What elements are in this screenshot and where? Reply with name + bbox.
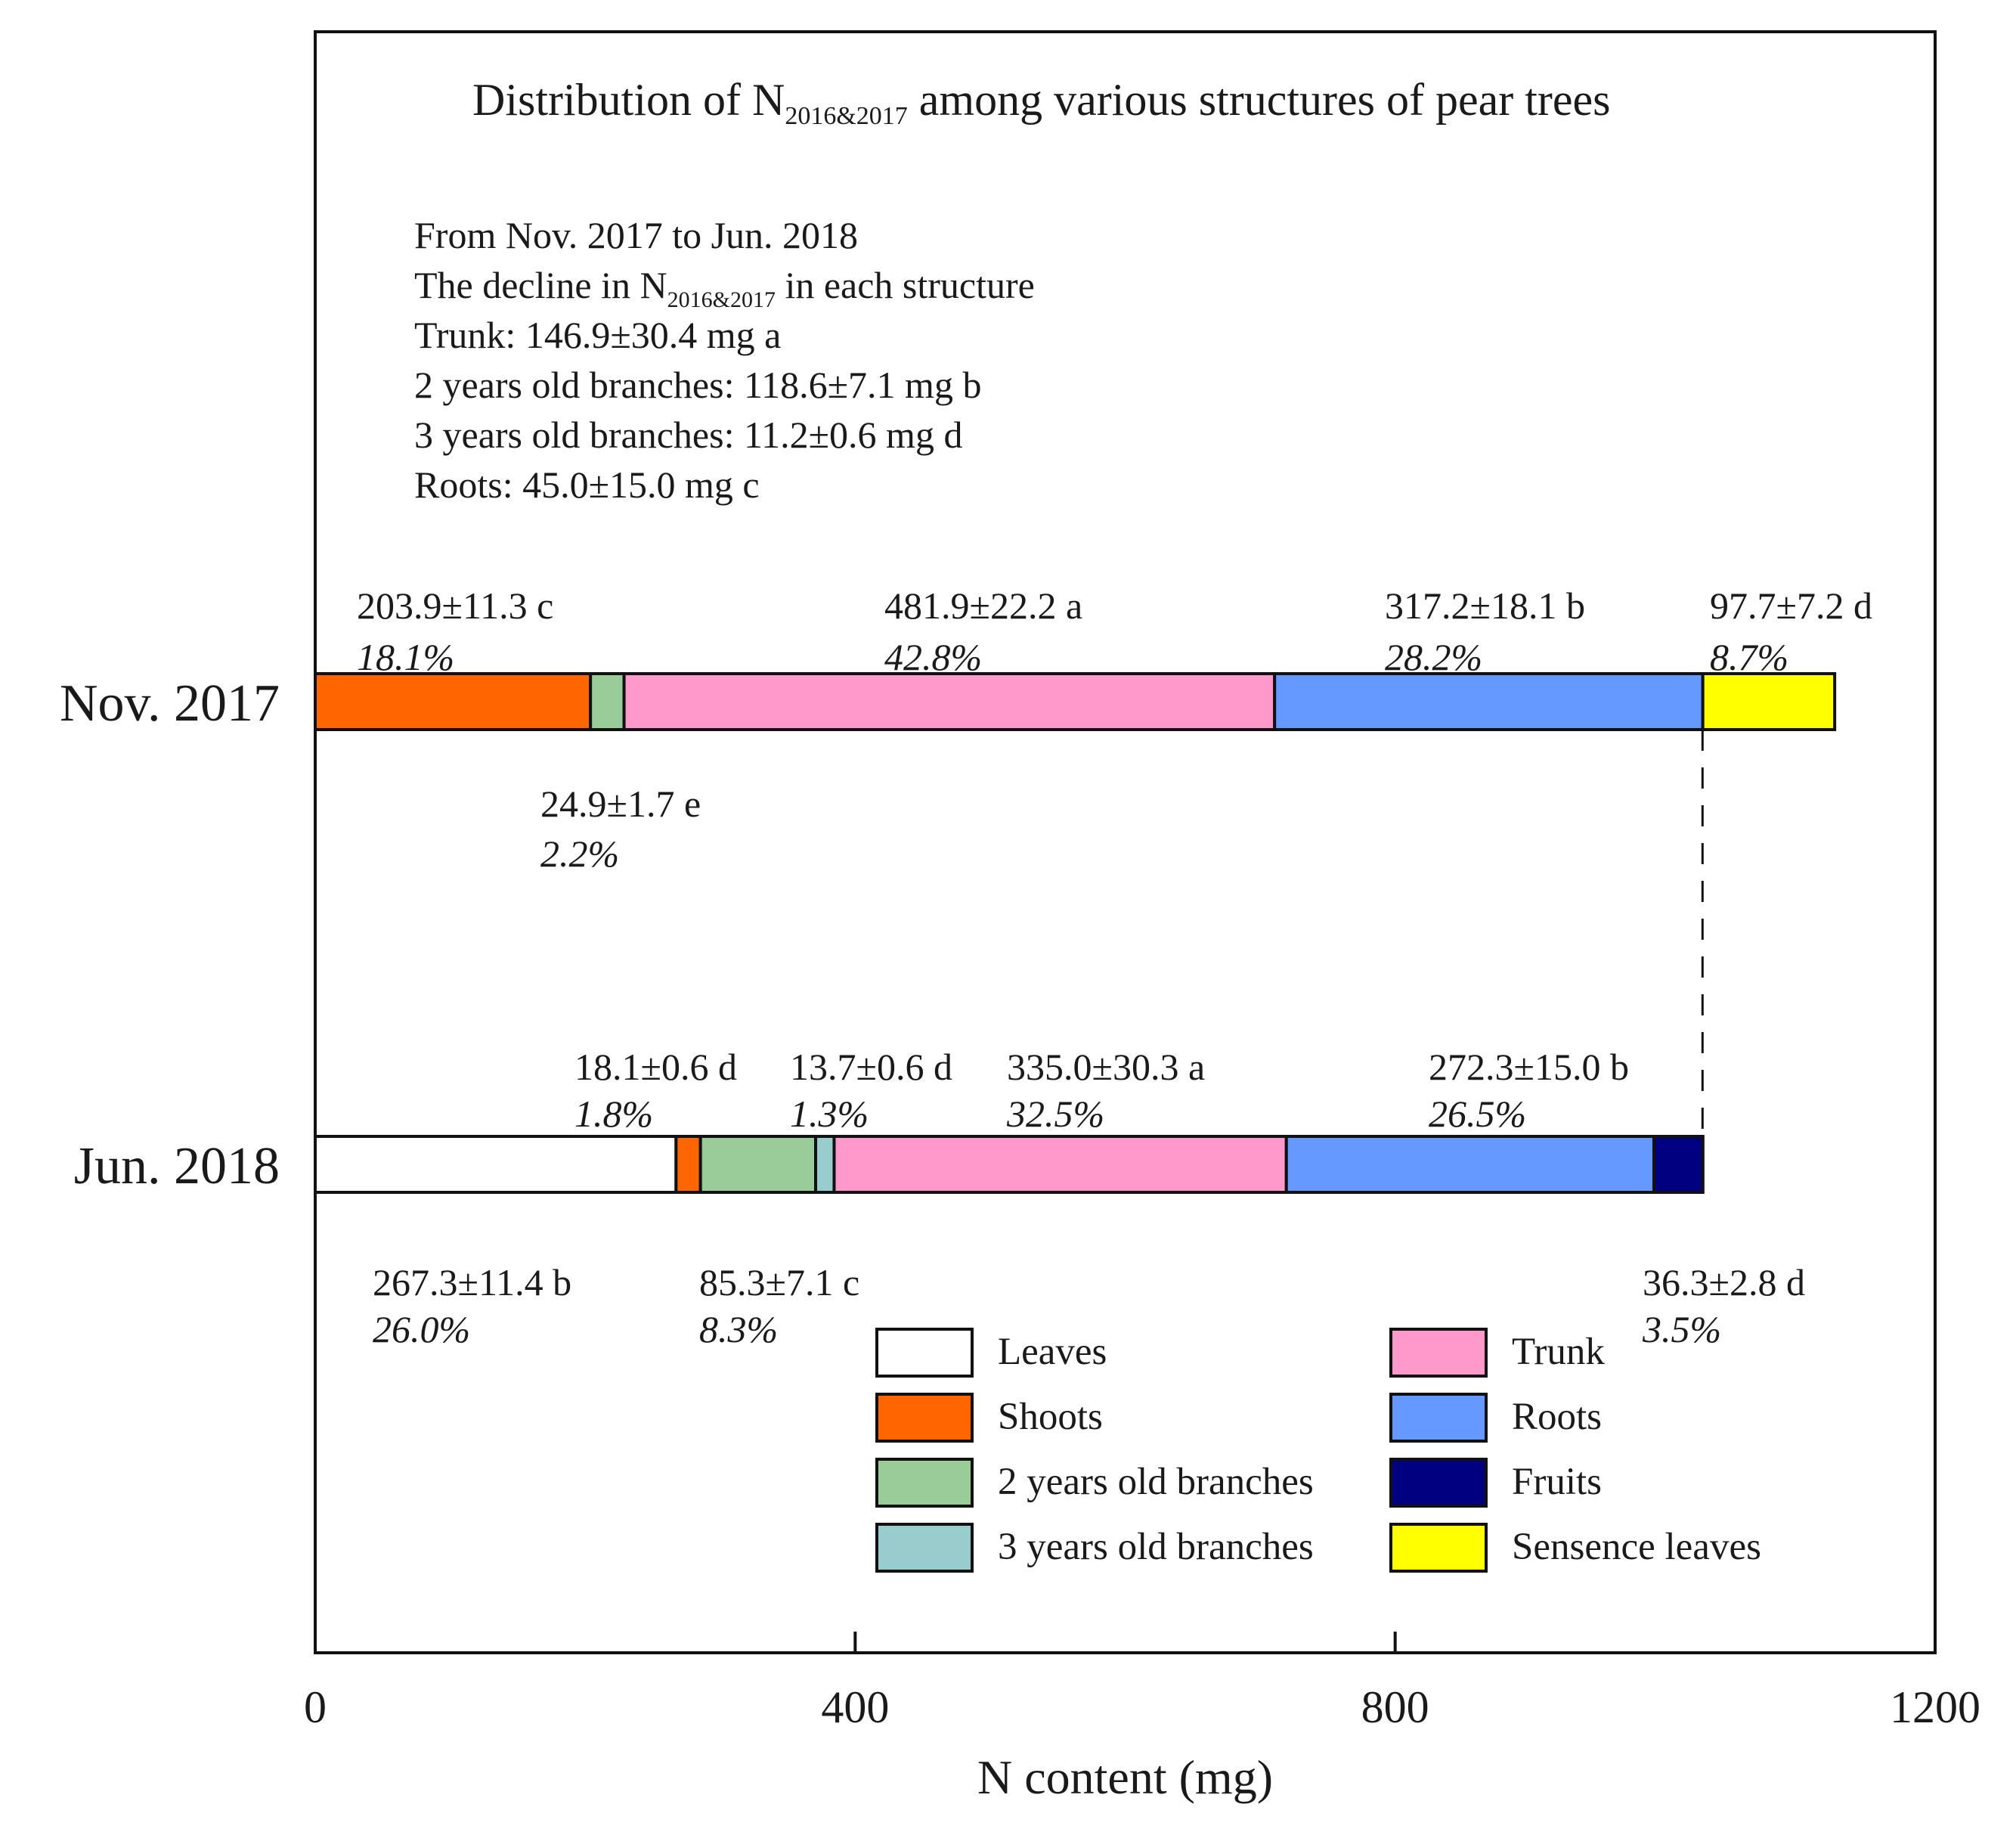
value-label: 272.3±15.0 b	[1429, 1046, 1629, 1088]
percent-label: 18.1%	[357, 636, 454, 678]
plot-frame	[314, 30, 1937, 1654]
value-label: 36.3±2.8 d	[1643, 1261, 1805, 1303]
value-label: 267.3±11.4 b	[373, 1261, 571, 1303]
legend-label: 2 years old branches	[998, 1461, 1314, 1503]
value-label: 24.9±1.7 e	[540, 783, 701, 825]
value-label: 97.7±7.2 d	[1710, 584, 1872, 627]
legend-swatch	[875, 1458, 974, 1508]
legend-label: Trunk	[1512, 1331, 1605, 1373]
info-line: Trunk: 146.9±30.4 mg a	[414, 314, 781, 356]
percent-label: 1.3%	[790, 1093, 869, 1135]
bar-segment	[1701, 672, 1837, 731]
legend-label: 3 years old branches	[998, 1526, 1314, 1568]
percent-label: 8.7%	[1710, 636, 1788, 678]
value-label: 85.3±7.1 c	[699, 1261, 859, 1303]
percent-label: 3.5%	[1642, 1308, 1721, 1350]
category-label: Nov. 2017	[60, 674, 280, 733]
value-label: 481.9±22.2 a	[884, 584, 1082, 627]
bar-segment	[1652, 1135, 1705, 1194]
legend-label: Roots	[1512, 1396, 1602, 1438]
info-line: From Nov. 2017 to Jun. 2018	[414, 214, 858, 256]
percent-label: 1.8%	[574, 1093, 653, 1135]
info-line: The decline in N2016&2017 in each struct…	[414, 264, 1035, 312]
info-line: Roots: 45.0±15.0 mg c	[414, 463, 760, 506]
legend-swatch	[1389, 1523, 1488, 1573]
bar-segment	[674, 1135, 702, 1194]
chart-title: Distribution of N2016&2017 among various…	[472, 75, 1610, 130]
x-tick-label: 800	[1361, 1682, 1429, 1732]
value-label: 18.1±0.6 d	[574, 1046, 737, 1088]
x-tick-label: 0	[304, 1682, 327, 1732]
percent-label: 42.8%	[884, 636, 982, 678]
value-label: 335.0±30.3 a	[1007, 1046, 1205, 1088]
bar-segment	[698, 1135, 818, 1194]
percent-label: 32.5%	[1006, 1093, 1104, 1135]
value-label: 317.2±18.1 b	[1385, 584, 1585, 627]
info-line: 3 years old branches: 11.2±0.6 mg d	[414, 414, 962, 456]
legend-swatch	[875, 1328, 974, 1378]
legend-swatch	[1389, 1458, 1488, 1508]
bar-segment	[832, 1135, 1288, 1194]
x-tick-label: 1200	[1890, 1682, 1980, 1732]
legend-swatch	[1389, 1393, 1488, 1443]
bar-segment	[622, 672, 1277, 731]
bar-segment	[314, 672, 593, 731]
percent-label: 26.0%	[373, 1308, 470, 1350]
x-tick-label: 400	[821, 1682, 889, 1732]
x-axis-title: N content (mg)	[977, 1750, 1273, 1804]
percent-label: 28.2%	[1385, 636, 1482, 678]
info-line: 2 years old branches: 118.6±7.1 mg b	[414, 364, 981, 406]
legend-swatch	[875, 1523, 974, 1573]
bar-segment	[814, 1135, 836, 1194]
percent-label: 26.5%	[1429, 1093, 1526, 1135]
percent-label: 2.2%	[540, 832, 619, 875]
legend-swatch	[875, 1393, 974, 1443]
value-label: 203.9±11.3 c	[357, 584, 553, 627]
legend-label: Sensence leaves	[1512, 1526, 1761, 1568]
value-label: 13.7±0.6 d	[790, 1046, 952, 1088]
percent-label: 8.3%	[699, 1308, 778, 1350]
bar-segment	[1284, 1135, 1656, 1194]
bar-segment	[314, 1135, 678, 1194]
legend-label: Leaves	[998, 1331, 1107, 1373]
legend-label: Fruits	[1512, 1461, 1602, 1503]
bar-segment	[589, 672, 626, 731]
legend-label: Shoots	[998, 1396, 1103, 1438]
legend-swatch	[1389, 1328, 1488, 1378]
category-label: Jun. 2018	[74, 1137, 280, 1195]
bar-segment	[1273, 672, 1705, 731]
